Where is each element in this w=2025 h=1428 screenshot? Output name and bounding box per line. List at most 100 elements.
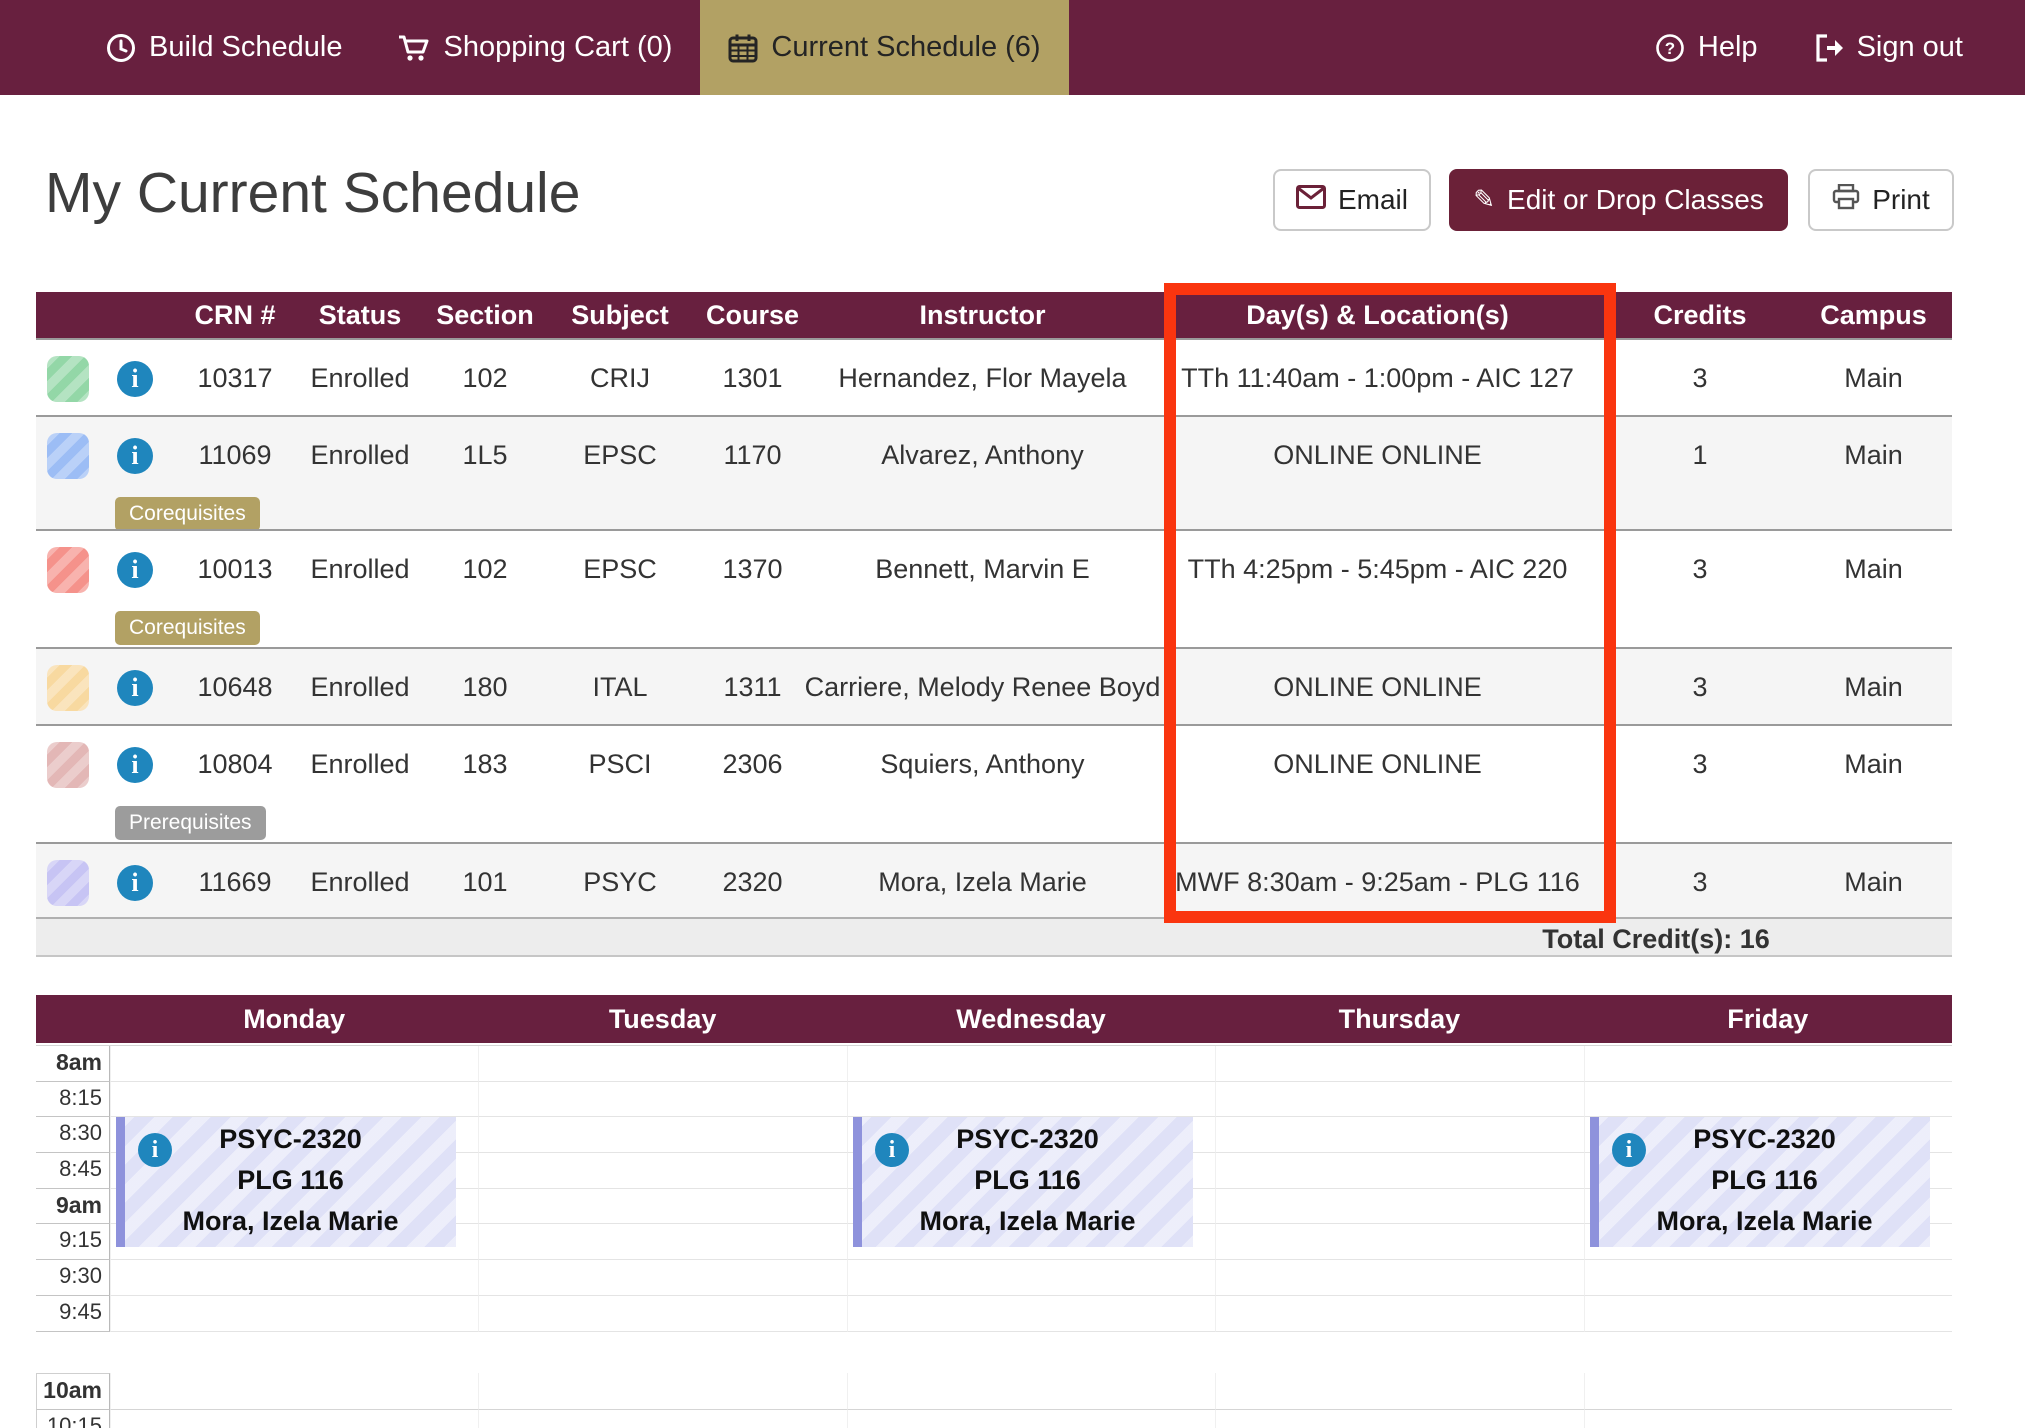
event-color-bar [1590, 1117, 1599, 1247]
cell-credits: 3 [1692, 867, 1708, 897]
course-color-swatch [47, 741, 89, 788]
col-credits: Credits [1653, 299, 1747, 330]
envelope-icon [1295, 184, 1326, 216]
day-header-monday: Monday [243, 1003, 346, 1034]
info-icon[interactable]: i [117, 437, 153, 474]
cell-days-location: ONLINE ONLINE [1273, 749, 1482, 779]
info-icon[interactable]: i [138, 1133, 172, 1167]
event-instructor: Mora, Izela Marie [919, 1206, 1136, 1236]
col-status: Status [318, 299, 402, 330]
corequisites-badge: Corequisites [115, 611, 260, 645]
cell-days-location: TTh 4:25pm - 5:45pm - AIC 220 [1187, 554, 1568, 584]
course-color-swatch [47, 664, 89, 711]
col-color [36, 292, 100, 338]
info-icon[interactable]: i [875, 1133, 909, 1167]
event-color-bar [116, 1117, 125, 1247]
nav-help[interactable]: ? Help [1627, 0, 1786, 95]
day-header-wednesday: Wednesday [956, 1003, 1106, 1034]
print-button[interactable]: Print [1808, 169, 1954, 231]
time-label: 9:15 [36, 1224, 110, 1261]
info-icon[interactable]: i [117, 746, 153, 783]
nav-build-schedule[interactable]: Build Schedule [78, 0, 370, 95]
cell-crn: 10317 [197, 363, 273, 393]
email-button-label: Email [1337, 184, 1408, 215]
cart-icon [398, 33, 430, 63]
calendar-grid-continued: 10am 10:15 [36, 1373, 1952, 1428]
cell-status: Enrolled [310, 749, 410, 779]
calendar-event-wednesday[interactable]: i PSYC-2320 PLG 116 Mora, Izela Marie [853, 1117, 1193, 1247]
info-icon[interactable]: i [1612, 1133, 1646, 1167]
cell-subject: ITAL [592, 672, 648, 702]
sign-out-icon [1814, 33, 1844, 63]
table-row: i 11669 Enrolled 101 PSYC 2320 Mora, Ize… [36, 842, 1952, 917]
time-label: 8:45 [36, 1153, 110, 1189]
time-label: 8:30 [36, 1117, 110, 1154]
cell-credits: 1 [1692, 440, 1708, 470]
nav-current-schedule[interactable]: Current Schedule (6) [700, 0, 1069, 95]
info-icon[interactable]: i [117, 551, 153, 588]
cell-crn: 10013 [197, 554, 273, 584]
course-color-swatch [47, 355, 89, 402]
cell-campus: Main [1844, 440, 1903, 470]
cell-credits: 3 [1692, 363, 1708, 393]
nav-sign-out[interactable]: Sign out [1786, 0, 1991, 95]
cell-instructor: Carriere, Melody Renee Boyd [804, 672, 1161, 702]
event-room: PLG 116 [974, 1165, 1081, 1195]
cell-days-location: ONLINE ONLINE [1273, 672, 1482, 702]
time-label: 8am [36, 1046, 110, 1082]
cell-course: 1170 [723, 440, 782, 470]
col-subject: Subject [571, 299, 669, 330]
cell-days-location: TTh 11:40am - 1:00pm - AIC 127 [1181, 363, 1574, 393]
col-days-location: Day(s) & Location(s) [1246, 299, 1509, 330]
edit-or-drop-button[interactable]: ✎ Edit or Drop Classes [1449, 169, 1788, 231]
cell-status: Enrolled [310, 867, 410, 897]
time-label: 9:30 [36, 1260, 110, 1296]
course-color-swatch [47, 546, 89, 593]
table-row: i 10013 Enrolled 102 EPSC 1370 Bennett, … [36, 529, 1952, 647]
cell-status: Enrolled [310, 363, 410, 393]
event-room: PLG 116 [237, 1165, 344, 1195]
info-icon[interactable]: i [117, 669, 153, 706]
time-label: 8:15 [36, 1081, 110, 1118]
nav-shopping-cart[interactable]: Shopping Cart (0) [370, 0, 700, 95]
info-icon[interactable]: i [117, 864, 153, 901]
table-row: i 10804 Enrolled 183 PSCI 2306 Squiers, … [36, 724, 1952, 842]
event-instructor: Mora, Izela Marie [182, 1206, 399, 1236]
cell-subject: EPSC [583, 440, 657, 470]
event-instructor: Mora, Izela Marie [1656, 1206, 1873, 1236]
nav-tabs: Build Schedule Shopping Cart (0) Current… [78, 0, 1069, 95]
cell-campus: Main [1844, 363, 1903, 393]
top-navbar: Build Schedule Shopping Cart (0) Current… [0, 0, 2025, 95]
cell-subject: PSCI [588, 749, 652, 779]
calendar-event-monday[interactable]: i PSYC-2320 PLG 116 Mora, Izela Marie [116, 1117, 456, 1247]
cell-days-location: MWF 8:30am - 9:25am - PLG 116 [1175, 867, 1580, 897]
calendar-day-header: Monday Tuesday Wednesday Thursday Friday [36, 995, 1952, 1043]
time-label: 9:45 [36, 1295, 110, 1332]
cell-credits: 3 [1692, 672, 1708, 702]
edit-or-drop-button-label: Edit or Drop Classes [1507, 184, 1764, 215]
table-row: i 11069 Enrolled 1L5 EPSC 1170 Alvarez, … [36, 415, 1952, 531]
table-footer: Total Credit(s): 16 [36, 917, 1952, 957]
info-icon[interactable]: i [117, 360, 153, 397]
col-info [100, 292, 170, 338]
course-color-swatch [47, 859, 89, 906]
cell-campus: Main [1844, 867, 1903, 897]
nav-item-label: Shopping Cart (0) [443, 31, 673, 63]
printer-icon [1832, 183, 1860, 217]
nav-utility: ? Help Sign out [1627, 0, 1991, 95]
cell-crn: 11669 [198, 867, 272, 897]
calendar-event-friday[interactable]: i PSYC-2320 PLG 116 Mora, Izela Marie [1590, 1117, 1930, 1247]
svg-text:?: ? [1665, 39, 1675, 58]
day-header-friday: Friday [1727, 1003, 1809, 1034]
page-title: My Current Schedule [45, 161, 581, 225]
cell-instructor: Squiers, Anthony [880, 749, 1085, 779]
cell-section: 1L5 [462, 440, 508, 470]
cell-course: 1370 [722, 554, 783, 584]
nav-item-label: Build Schedule [149, 31, 343, 63]
cell-subject: PSYC [583, 867, 657, 897]
time-label: 10am [36, 1373, 110, 1410]
email-button[interactable]: Email [1273, 169, 1431, 231]
table-row: i 10648 Enrolled 180 ITAL 1311 Carriere,… [36, 647, 1952, 724]
table-row: i 10317 Enrolled 102 CRIJ 1301 Hernandez… [36, 338, 1952, 415]
cell-section: 102 [462, 363, 508, 393]
